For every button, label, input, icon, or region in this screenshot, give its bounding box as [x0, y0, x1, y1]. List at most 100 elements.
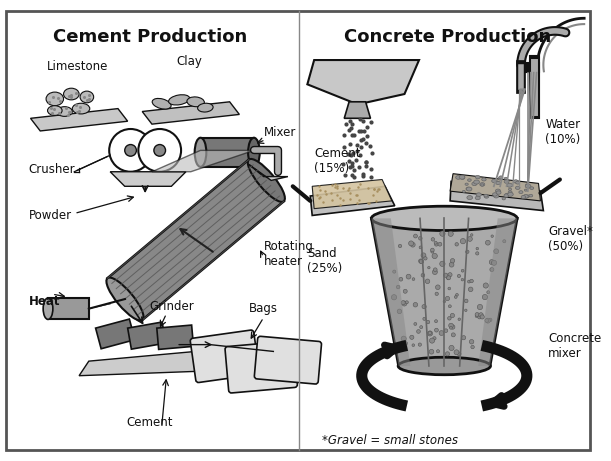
Ellipse shape	[450, 259, 455, 263]
Ellipse shape	[496, 181, 499, 183]
Ellipse shape	[475, 196, 480, 200]
Ellipse shape	[454, 350, 459, 355]
Ellipse shape	[523, 195, 529, 198]
Ellipse shape	[401, 336, 406, 341]
Polygon shape	[371, 219, 517, 366]
Ellipse shape	[464, 309, 467, 312]
Ellipse shape	[403, 289, 408, 293]
Ellipse shape	[419, 246, 422, 249]
Ellipse shape	[448, 287, 451, 290]
Ellipse shape	[405, 301, 408, 304]
Ellipse shape	[467, 280, 470, 283]
Ellipse shape	[64, 88, 79, 100]
Ellipse shape	[516, 186, 520, 189]
Ellipse shape	[414, 323, 417, 325]
Ellipse shape	[195, 138, 207, 167]
Text: Water
(10%): Water (10%)	[545, 118, 580, 146]
Ellipse shape	[505, 193, 510, 196]
Ellipse shape	[371, 206, 517, 230]
Ellipse shape	[461, 278, 464, 281]
Ellipse shape	[433, 337, 436, 340]
Text: Rotating
heater: Rotating heater	[263, 240, 313, 268]
Ellipse shape	[440, 231, 445, 236]
Polygon shape	[310, 186, 395, 215]
Polygon shape	[79, 351, 210, 376]
Polygon shape	[31, 109, 128, 131]
Ellipse shape	[524, 189, 527, 191]
Ellipse shape	[436, 350, 439, 353]
Ellipse shape	[419, 259, 423, 263]
Polygon shape	[249, 165, 288, 180]
Ellipse shape	[467, 179, 471, 181]
Text: Cement Production: Cement Production	[53, 28, 247, 46]
Ellipse shape	[434, 241, 437, 244]
Ellipse shape	[467, 236, 472, 242]
Ellipse shape	[434, 320, 437, 323]
Circle shape	[109, 129, 152, 172]
Ellipse shape	[466, 187, 471, 190]
Polygon shape	[450, 182, 543, 211]
Ellipse shape	[423, 257, 427, 260]
Ellipse shape	[449, 262, 454, 267]
Ellipse shape	[457, 352, 461, 356]
Ellipse shape	[481, 184, 484, 186]
Ellipse shape	[475, 176, 480, 179]
Ellipse shape	[431, 237, 434, 241]
Ellipse shape	[459, 175, 465, 179]
Ellipse shape	[439, 331, 444, 336]
Ellipse shape	[508, 191, 512, 194]
Bar	[157, 325, 194, 349]
Ellipse shape	[431, 248, 434, 252]
Ellipse shape	[152, 99, 171, 109]
Ellipse shape	[248, 138, 260, 167]
Ellipse shape	[466, 187, 472, 191]
Ellipse shape	[477, 304, 483, 310]
Ellipse shape	[470, 234, 473, 236]
Circle shape	[138, 129, 181, 172]
Ellipse shape	[435, 292, 438, 296]
Polygon shape	[108, 160, 284, 320]
Polygon shape	[312, 179, 392, 209]
Ellipse shape	[434, 242, 438, 246]
Polygon shape	[110, 172, 186, 186]
Polygon shape	[344, 102, 370, 118]
Ellipse shape	[465, 183, 468, 185]
Ellipse shape	[496, 189, 500, 193]
Ellipse shape	[409, 241, 414, 246]
Ellipse shape	[448, 305, 452, 307]
Ellipse shape	[455, 296, 457, 298]
Text: Gravel*
(50%): Gravel* (50%)	[548, 225, 593, 253]
Ellipse shape	[460, 238, 466, 244]
Ellipse shape	[381, 365, 508, 386]
Polygon shape	[307, 60, 419, 104]
Ellipse shape	[467, 195, 472, 200]
Ellipse shape	[475, 313, 479, 317]
Polygon shape	[478, 219, 517, 366]
Ellipse shape	[504, 180, 509, 183]
Ellipse shape	[169, 95, 189, 105]
Ellipse shape	[485, 318, 491, 323]
Ellipse shape	[248, 159, 285, 202]
Ellipse shape	[466, 250, 469, 254]
Text: Concrete
mixer: Concrete mixer	[548, 332, 601, 360]
Ellipse shape	[444, 273, 448, 278]
Bar	[48, 298, 89, 319]
Ellipse shape	[440, 261, 445, 266]
Polygon shape	[152, 150, 254, 172]
Ellipse shape	[479, 313, 483, 317]
Text: Mixer: Mixer	[263, 126, 296, 139]
Text: Heat: Heat	[29, 295, 60, 308]
Ellipse shape	[480, 183, 485, 186]
Text: Clay: Clay	[176, 55, 202, 68]
Ellipse shape	[402, 301, 407, 306]
Ellipse shape	[397, 309, 402, 313]
FancyBboxPatch shape	[190, 330, 259, 383]
Text: Crusher: Crusher	[29, 163, 75, 176]
Ellipse shape	[513, 180, 518, 183]
Ellipse shape	[448, 231, 453, 236]
Ellipse shape	[448, 317, 451, 320]
FancyBboxPatch shape	[254, 337, 321, 384]
Ellipse shape	[422, 304, 426, 309]
Circle shape	[125, 145, 136, 156]
Ellipse shape	[483, 283, 488, 288]
